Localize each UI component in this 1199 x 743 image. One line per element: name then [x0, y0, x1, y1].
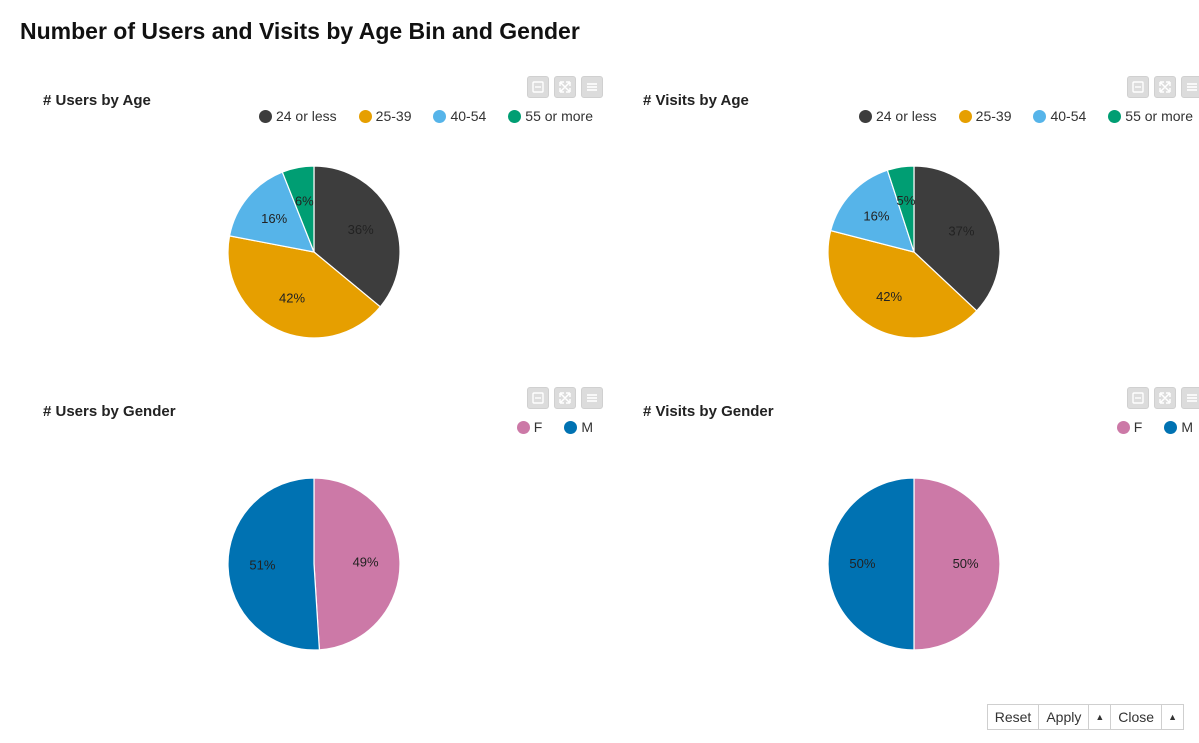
legend-label: 25-39	[375, 108, 412, 124]
reset-button[interactable]: Reset	[988, 705, 1040, 729]
slice-label-55-or-more: 6%	[295, 193, 314, 208]
pie-chart: 49% 51%	[227, 477, 401, 651]
legend-label: 25-39	[975, 108, 1012, 124]
pie-slice-m[interactable]	[827, 477, 915, 651]
legend-label: M	[581, 419, 593, 435]
minimize-icon[interactable]	[1127, 387, 1149, 409]
page-title: Number of Users and Visits by Age Bin an…	[20, 18, 580, 44]
chart-title: # Users by Gender	[43, 403, 176, 420]
pie-slice-40-54[interactable]	[829, 169, 915, 253]
legend-label: 55 or more	[1125, 108, 1193, 124]
legend-swatch	[1164, 420, 1178, 434]
slice-label-25-39: 42%	[279, 291, 305, 306]
expand-icon[interactable]	[1154, 76, 1176, 98]
chart-toolbar	[1127, 76, 1199, 98]
pie-slice-55-or-more[interactable]	[886, 165, 915, 253]
pie-slice-25-39[interactable]	[827, 229, 978, 339]
chart-legend: 24 or less 25-39 40-54 55 or more	[858, 108, 1193, 124]
legend-item-m[interactable]: M	[1164, 419, 1193, 435]
legend-label: 24 or less	[275, 108, 337, 124]
legend-item-24-or-less[interactable]: 24 or less	[258, 108, 337, 124]
legend-item-f[interactable]: F	[516, 419, 543, 435]
legend-item-25-39[interactable]: 25-39	[958, 108, 1012, 124]
slice-label-m: 50%	[849, 556, 875, 571]
legend-label: 24 or less	[875, 108, 937, 124]
legend-item-55-or-more[interactable]: 55 or more	[508, 108, 593, 124]
legend-swatch	[1033, 109, 1047, 123]
pie-chart: 37% 42% 16% 5%	[827, 165, 1001, 339]
chart-title: # Users by Age	[43, 92, 151, 109]
slice-label-25-39: 42%	[876, 289, 902, 304]
legend-label: F	[1133, 419, 1143, 435]
pie-slice-24-or-less[interactable]	[313, 165, 401, 308]
slice-label-40-54: 16%	[261, 211, 287, 226]
menu-icon[interactable]	[1181, 76, 1199, 98]
expand-icon[interactable]	[554, 76, 576, 98]
legend-item-55-or-more[interactable]: 55 or more	[1108, 108, 1193, 124]
legend-item-m[interactable]: M	[564, 419, 593, 435]
slice-label-24-or-less: 36%	[348, 222, 374, 237]
minimize-icon[interactable]	[527, 387, 549, 409]
chart-title: # Visits by Age	[643, 92, 749, 109]
chart-toolbar	[1127, 387, 1199, 409]
legend-swatch	[1116, 420, 1130, 434]
legend-label: F	[533, 419, 543, 435]
chart-toolbar	[527, 76, 603, 98]
legend-swatch	[258, 109, 272, 123]
pie-slice-f[interactable]	[313, 477, 401, 651]
pie-slice-24-or-less[interactable]	[913, 165, 1001, 312]
expand-icon[interactable]	[1154, 387, 1176, 409]
pie-chart: 36% 42% 16% 6%	[227, 165, 401, 339]
apply-menu-caret-icon[interactable]: ▲	[1089, 705, 1112, 729]
chart-panel-users-by-age: # Users by Age 24 or less 25-39 40-54 55 or…	[43, 76, 603, 392]
footer-toolbar: Reset Apply ▲ Close ▲	[986, 704, 1184, 730]
legend-item-40-54[interactable]: 40-54	[1033, 108, 1086, 124]
pie-slice-m[interactable]	[227, 477, 321, 651]
pie-chart: 50% 50%	[827, 477, 1001, 651]
legend-swatch	[1108, 109, 1122, 123]
chart-panel-visits-by-age: # Visits by Age 24 or less 25-39 40-54 55 o…	[643, 76, 1199, 392]
legend-label: 55 or more	[525, 108, 593, 124]
legend-item-24-or-less[interactable]: 24 or less	[858, 108, 937, 124]
legend-label: 40-54	[450, 108, 487, 124]
legend-swatch	[958, 109, 972, 123]
close-menu-caret-icon[interactable]: ▲	[1168, 712, 1177, 722]
apply-button[interactable]: Apply	[1039, 705, 1090, 729]
legend-swatch	[433, 109, 447, 123]
chart-title: # Visits by Gender	[643, 403, 774, 420]
pie-slice-f[interactable]	[913, 477, 1001, 651]
legend-swatch	[564, 420, 578, 434]
menu-icon[interactable]	[1181, 387, 1199, 409]
legend-item-25-39[interactable]: 25-39	[358, 108, 412, 124]
expand-icon[interactable]	[554, 387, 576, 409]
slice-label-40-54: 16%	[863, 209, 889, 224]
menu-icon[interactable]	[581, 387, 603, 409]
legend-item-40-54[interactable]: 40-54	[433, 108, 486, 124]
legend-swatch	[508, 109, 522, 123]
legend-label: 40-54	[1050, 108, 1087, 124]
slice-label-24-or-less: 37%	[948, 224, 974, 239]
slice-label-f: 50%	[953, 556, 979, 571]
close-button[interactable]: Close	[1111, 705, 1163, 729]
pie-slice-25-39[interactable]	[227, 235, 382, 339]
legend-swatch	[858, 109, 872, 123]
pie-slice-55-or-more[interactable]	[281, 165, 315, 253]
minimize-icon[interactable]	[1127, 76, 1149, 98]
slice-label-m: 51%	[249, 558, 275, 573]
legend-swatch	[516, 420, 530, 434]
legend-item-f[interactable]: F	[1116, 419, 1143, 435]
chart-toolbar	[527, 387, 603, 409]
legend-swatch	[358, 109, 372, 123]
slice-label-f: 49%	[353, 554, 379, 569]
slice-label-55-or-more: 5%	[897, 193, 916, 208]
chart-legend: 24 or less 25-39 40-54 55 or more	[258, 108, 593, 124]
menu-icon[interactable]	[581, 76, 603, 98]
pie-slice-40-54[interactable]	[228, 171, 315, 253]
minimize-icon[interactable]	[527, 76, 549, 98]
legend-label: M	[1181, 419, 1193, 435]
